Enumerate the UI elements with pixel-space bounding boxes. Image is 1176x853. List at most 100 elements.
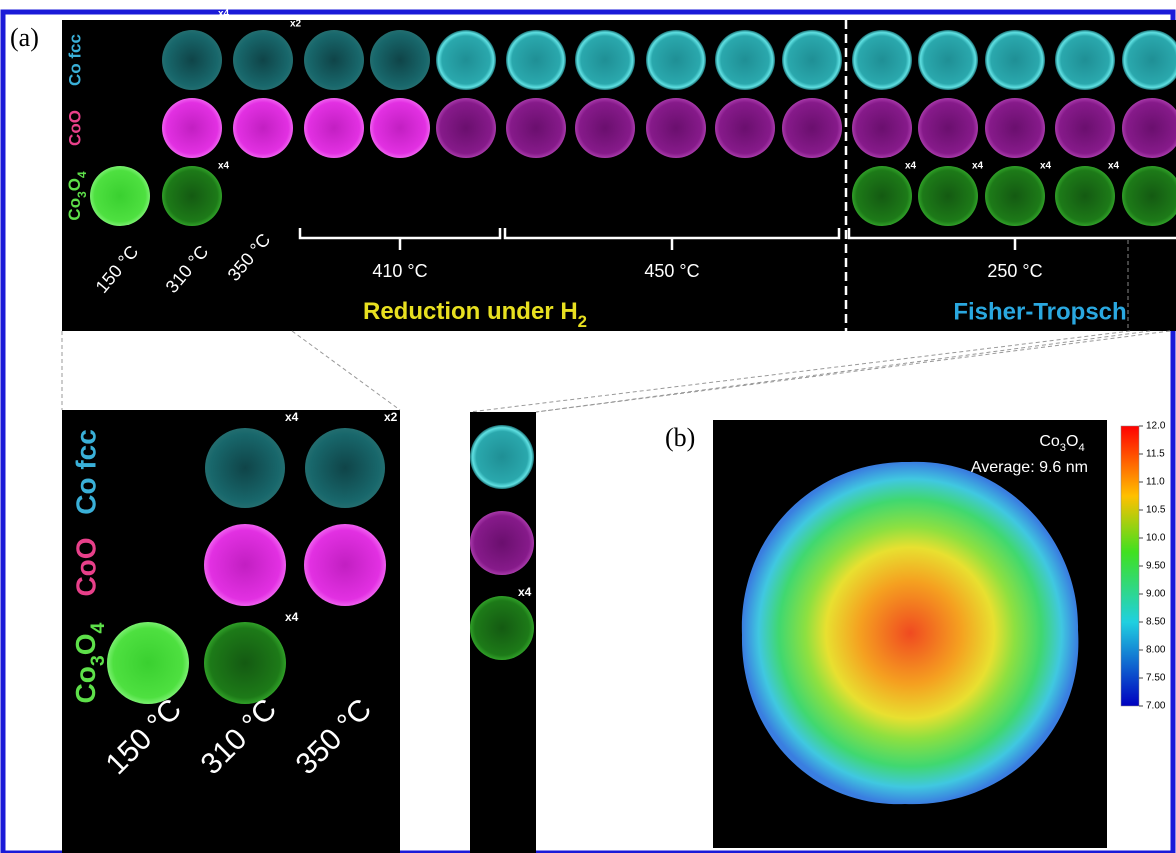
particle-map [985, 166, 1045, 226]
map-title-part: 3 [1060, 442, 1066, 454]
particle-map [204, 524, 286, 606]
map-title-part: 4 [1078, 442, 1084, 454]
particle-map [233, 30, 293, 90]
row-label-part: 4 [75, 171, 89, 178]
particle-map [918, 98, 978, 158]
multiplier: x4 [905, 161, 917, 172]
multiplier: x4 [1108, 161, 1120, 172]
multiplier: x4 [218, 9, 230, 20]
size-map [741, 461, 1079, 805]
colorbar-label: 11.5 [1146, 449, 1165, 460]
particle-map [436, 98, 496, 158]
phase-label: Fisher-Tropsch [953, 298, 1126, 325]
row-label-part: 3 [87, 655, 109, 666]
particle-map [370, 98, 430, 158]
map-title: Co3O4 [1039, 433, 1084, 454]
particle-map [304, 30, 364, 90]
row-label: CoO [70, 537, 101, 596]
particle-map [436, 30, 496, 90]
phase-label: Reduction under H2 [363, 298, 587, 331]
particle-map [1055, 30, 1115, 90]
particle-map [305, 428, 385, 508]
row-label: Co3O4 [65, 171, 89, 221]
multiplier: x2 [290, 19, 302, 30]
row-label: Co3O4 [70, 622, 109, 703]
particle-map [1122, 98, 1176, 158]
row-label-part: 4 [87, 622, 109, 633]
particle-map [162, 166, 222, 226]
temperature: 250 °C [987, 261, 1042, 281]
particle-map [646, 98, 706, 158]
row-label-part: Co [70, 666, 101, 703]
temperature: 410 °C [372, 261, 427, 281]
multiplier: x4 [285, 410, 299, 424]
particle-map [1122, 30, 1176, 90]
particle-map [1122, 166, 1176, 226]
row-label: Co fcc [65, 34, 84, 86]
particle-map [470, 425, 534, 489]
row-label: CoO [65, 110, 84, 146]
map-title-part: O [1066, 433, 1078, 450]
colorbar-label: 8.00 [1146, 645, 1166, 656]
particle-map [470, 511, 534, 575]
map-average: Average: 9.6 nm [971, 459, 1088, 476]
particle-map [205, 428, 285, 508]
row-label-part: 3 [75, 191, 89, 198]
zoom-guides [61, 330, 1171, 413]
row-label-part: Co [65, 198, 84, 221]
row-label: Co fcc [70, 429, 101, 515]
particle-map [575, 98, 635, 158]
colorbar-label: 9.50 [1146, 561, 1166, 572]
phase-label-part: Reduction under H [363, 298, 578, 325]
colorbar-label: 12.0 [1146, 421, 1166, 432]
particle-map [985, 30, 1045, 90]
particle-map [162, 30, 222, 90]
particle-map [370, 30, 430, 90]
particle-map [646, 30, 706, 90]
particle-map [304, 98, 364, 158]
particle-map [852, 30, 912, 90]
brackets [298, 228, 1176, 250]
phase-label-part: 2 [578, 312, 587, 331]
colorbar-label: 7.00 [1146, 701, 1166, 712]
frame [0, 9, 1176, 853]
particle-map [1055, 98, 1115, 158]
particle-map [715, 98, 775, 158]
colorbar-label: 8.50 [1146, 617, 1166, 628]
panel-label: (a) [10, 23, 39, 52]
multiplier: x4 [285, 610, 299, 624]
particle-map [782, 30, 842, 90]
colorbar-label: 7.50 [1146, 673, 1166, 684]
particle-map [918, 166, 978, 226]
colorbar-label: 10.5 [1146, 505, 1166, 516]
colorbar-label: 9.00 [1146, 589, 1166, 600]
particle-map [918, 30, 978, 90]
colorbar-label: 11.0 [1146, 477, 1165, 488]
particle-map [852, 98, 912, 158]
particle-map [304, 524, 386, 606]
multiplier: x4 [1040, 161, 1052, 172]
colorbar [1120, 425, 1140, 707]
colorbar-label: 10.0 [1146, 533, 1166, 544]
particle-map [575, 30, 635, 90]
particle-map [233, 98, 293, 158]
particle-map [107, 622, 189, 704]
multiplier: x2 [384, 410, 398, 424]
multiplier: x4 [518, 585, 532, 599]
row-label-part: O [65, 178, 84, 191]
particle-map [506, 98, 566, 158]
particle-map [852, 166, 912, 226]
temperature: 450 °C [644, 261, 699, 281]
particle-map [204, 622, 286, 704]
particle-map [985, 98, 1045, 158]
particle-map [1055, 166, 1115, 226]
particle-map [470, 596, 534, 660]
multiplier: x4 [218, 161, 230, 172]
map-title-part: Co [1039, 433, 1060, 450]
particle-map [506, 30, 566, 90]
particle-map [162, 98, 222, 158]
particle-map [90, 166, 150, 226]
multiplier: x4 [972, 161, 984, 172]
row-label-part: O [70, 633, 101, 655]
